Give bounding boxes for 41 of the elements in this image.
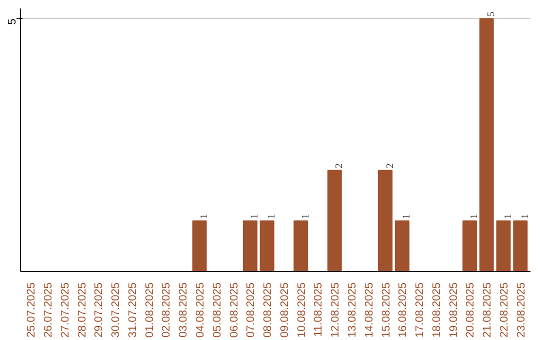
x-tick-label: 27.07.2025 — [59, 282, 72, 338]
x-tick-label: 05.08.2025 — [211, 282, 224, 338]
x-tick-label: 10.08.2025 — [296, 282, 308, 338]
x-tick-label: 16.08.2025 — [397, 282, 410, 338]
data-label: 1 — [469, 214, 480, 219]
data-label: 1 — [250, 214, 261, 219]
x-tick-label: 18.08.2025 — [430, 282, 443, 338]
data-label: 1 — [266, 214, 278, 219]
x-tick-label: 30.07.2025 — [110, 282, 122, 338]
x-tick-label: 02.08.2025 — [160, 282, 173, 338]
data-label: 1 — [300, 214, 312, 219]
x-tick-label: 31.07.2025 — [126, 282, 139, 338]
x-tick-label: 17.08.2025 — [414, 282, 426, 338]
data-label: 2 — [334, 163, 346, 168]
x-tick-label: 20.08.2025 — [464, 282, 477, 338]
x-tick-label: 21.08.2025 — [482, 282, 494, 338]
data-label: 1 — [402, 214, 413, 219]
x-tick-label: 15.08.2025 — [380, 282, 392, 338]
x-tick-label: 23.08.2025 — [515, 282, 528, 338]
x-tick-label: 29.07.2025 — [93, 282, 106, 338]
x-tick-label: 01.08.2025 — [144, 282, 156, 338]
x-tick-label: 25.07.2025 — [26, 282, 38, 338]
x-tick-label: 26.07.2025 — [42, 282, 55, 338]
data-label: 1 — [502, 214, 514, 219]
x-tick-label: 12.08.2025 — [330, 282, 342, 338]
x-tick-label: 07.08.2025 — [245, 282, 258, 338]
x-tick-label: 19.08.2025 — [448, 282, 460, 338]
data-label: 2 — [384, 163, 396, 168]
x-tick-label: 11.08.2025 — [312, 282, 325, 337]
data-label: 1 — [199, 214, 210, 219]
x-tick-label: 03.08.2025 — [178, 282, 190, 338]
x-tick-label: 08.08.2025 — [262, 282, 274, 338]
data-label: 5 — [486, 12, 498, 17]
x-tick-label: 04.08.2025 — [194, 282, 207, 338]
x-tick-label: 13.08.2025 — [346, 282, 358, 338]
data-label: 1 — [520, 214, 531, 219]
x-tick-label: 28.07.2025 — [76, 282, 88, 338]
x-tick-label: 06.08.2025 — [228, 282, 240, 338]
x-tick-label: 22.08.2025 — [498, 282, 510, 338]
x-tick-label: 09.08.2025 — [278, 282, 291, 338]
x-tick-label: 14.08.2025 — [363, 282, 376, 338]
